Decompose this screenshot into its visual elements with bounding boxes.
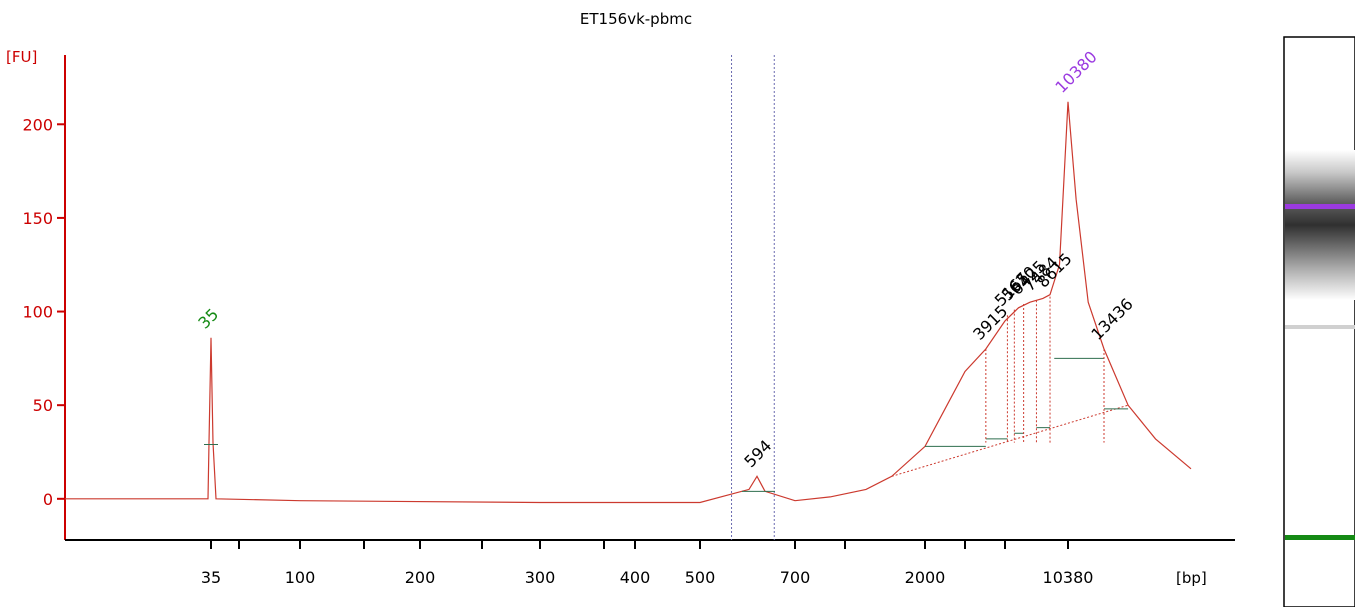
upper-marker-label: 10380 — [1051, 47, 1100, 96]
x-tick-label: 500 — [685, 568, 716, 587]
x-tick-label: 400 — [620, 568, 651, 587]
peak-label: 13436 — [1087, 294, 1136, 343]
y-axis-label: [FU] — [6, 48, 37, 66]
x-tick-label: 100 — [285, 568, 316, 587]
x-axis-ticks: 35 100 200 300 400 500 700 2000 10380 — [201, 540, 1094, 587]
y-tick-label: 200 — [22, 115, 53, 134]
gel-smear — [1285, 150, 1355, 300]
x-tick-label: 10380 — [1043, 568, 1094, 587]
smear-baseline — [891, 404, 1129, 477]
y-axis-ticks: 0 50 100 150 200 — [22, 115, 65, 509]
trace-line — [64, 101, 1192, 504]
data-series — [64, 101, 1192, 504]
peak-label: 594 — [740, 436, 775, 471]
peak-label: 8615 — [1033, 249, 1075, 291]
gel-band-faint — [1285, 325, 1355, 329]
x-tick-label: 300 — [525, 568, 556, 587]
x-tick-label: 200 — [405, 568, 436, 587]
axes — [64, 55, 1235, 541]
gel-lane — [1283, 36, 1355, 607]
y-tick-label: 100 — [22, 303, 53, 322]
y-tick-label: 0 — [43, 490, 53, 509]
x-tick-label: 2000 — [905, 568, 946, 587]
gel-band-upper-marker — [1285, 204, 1355, 209]
chart-title: ET156vk-pbmc — [580, 10, 692, 28]
gel-band-lower-marker — [1285, 535, 1355, 540]
x-tick-label: 700 — [780, 568, 811, 587]
x-axis-label: [bp] — [1176, 569, 1207, 587]
y-tick-label: 150 — [22, 209, 53, 228]
lower-marker-label: 35 — [194, 305, 222, 333]
gel-image — [1283, 36, 1355, 607]
y-tick-label: 50 — [33, 396, 53, 415]
region-lines — [731, 55, 775, 540]
x-tick-label: 35 — [201, 568, 221, 587]
